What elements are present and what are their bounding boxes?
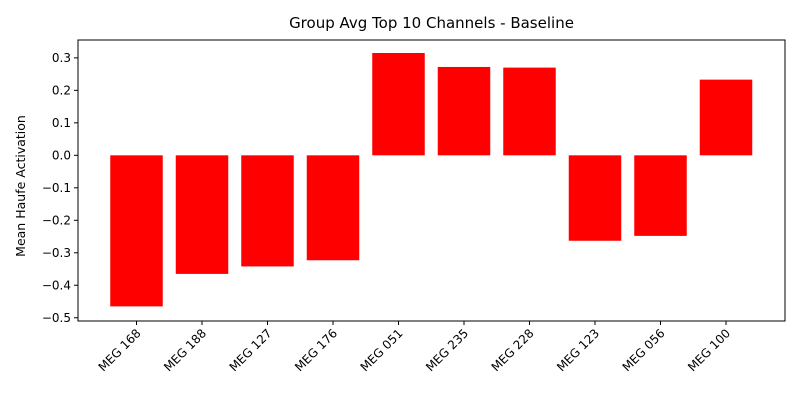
y-tick-label: 0.3: [52, 51, 71, 65]
y-tick-label: 0.2: [52, 83, 71, 97]
bars-group: [110, 52, 753, 307]
bar-meg-056: [634, 155, 687, 236]
y-tick-label: 0.0: [52, 148, 71, 162]
x-tick-label: MEG 235: [423, 326, 471, 374]
x-tick-label: MEG 168: [96, 326, 144, 374]
x-tick-label: MEG 056: [620, 326, 668, 374]
x-tick-label: MEG 051: [358, 326, 406, 374]
bar-meg-168: [110, 155, 163, 307]
chart-title: Group Avg Top 10 Channels - Baseline: [289, 14, 574, 32]
plot-frame: [77, 39, 786, 322]
bar-meg-235: [437, 66, 491, 156]
bar-meg-176: [306, 155, 360, 261]
y-tick-label: −0.5: [42, 311, 71, 325]
x-tick-label: MEG 127: [227, 326, 275, 374]
bar-meg-123: [568, 155, 622, 241]
bar-meg-127: [241, 155, 294, 267]
bar-meg-228: [503, 67, 556, 156]
y-tick-label: −0.4: [42, 278, 71, 292]
y-tick-label: 0.1: [52, 116, 71, 130]
bar-meg-051: [372, 52, 425, 156]
x-tick-label: MEG 188: [161, 326, 209, 374]
y-tick-label: −0.1: [42, 181, 71, 195]
x-tick-label: MEG 100: [685, 326, 733, 374]
y-axis-label: Mean Haufe Activation: [13, 115, 28, 257]
x-tick-label: MEG 123: [554, 326, 602, 374]
x-tick-label: MEG 176: [292, 326, 340, 374]
x-axis: MEG 168 MEG 188 MEG 127 MEG 176 MEG 051 MEG 2…: [96, 321, 733, 374]
x-tick-label: MEG 228: [489, 326, 537, 374]
y-tick-label: −0.2: [42, 213, 71, 227]
bar-meg-188: [175, 155, 229, 274]
bar-meg-100: [699, 79, 753, 156]
y-tick-label: −0.3: [42, 246, 71, 260]
y-axis: −0.5 −0.4 −0.3 −0.2 −0.1 0.0 0.1 0.2 0.3: [42, 51, 78, 325]
